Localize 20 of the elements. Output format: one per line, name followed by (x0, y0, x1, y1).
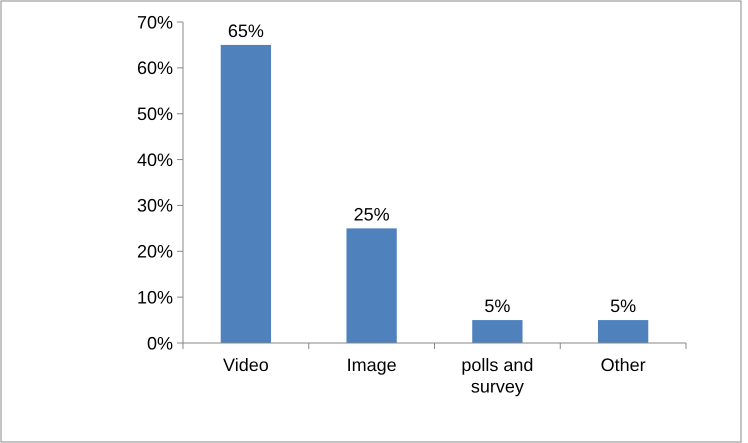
bar (346, 228, 397, 343)
y-tick-label: 60% (136, 58, 173, 78)
data-label: 65% (228, 20, 264, 41)
data-label: 5% (610, 296, 636, 316)
bar (598, 320, 648, 343)
y-tick-label: 30% (136, 196, 173, 216)
x-tick-label: Other (600, 355, 646, 375)
y-tick-label: 70% (136, 12, 173, 32)
x-tick-label: Video (223, 355, 269, 375)
x-tick-label: polls and survey (461, 355, 534, 397)
y-tick-label: 0% (146, 333, 173, 354)
x-tick-label: Image (346, 355, 397, 375)
data-label: 25% (354, 204, 390, 224)
y-tick-label: 50% (136, 104, 173, 124)
y-tick-label: 10% (136, 287, 173, 308)
data-label: 5% (484, 296, 510, 316)
y-tick-label: 40% (136, 150, 173, 170)
bar (220, 44, 272, 343)
y-tick-label: 20% (136, 242, 173, 262)
bar (472, 320, 523, 343)
